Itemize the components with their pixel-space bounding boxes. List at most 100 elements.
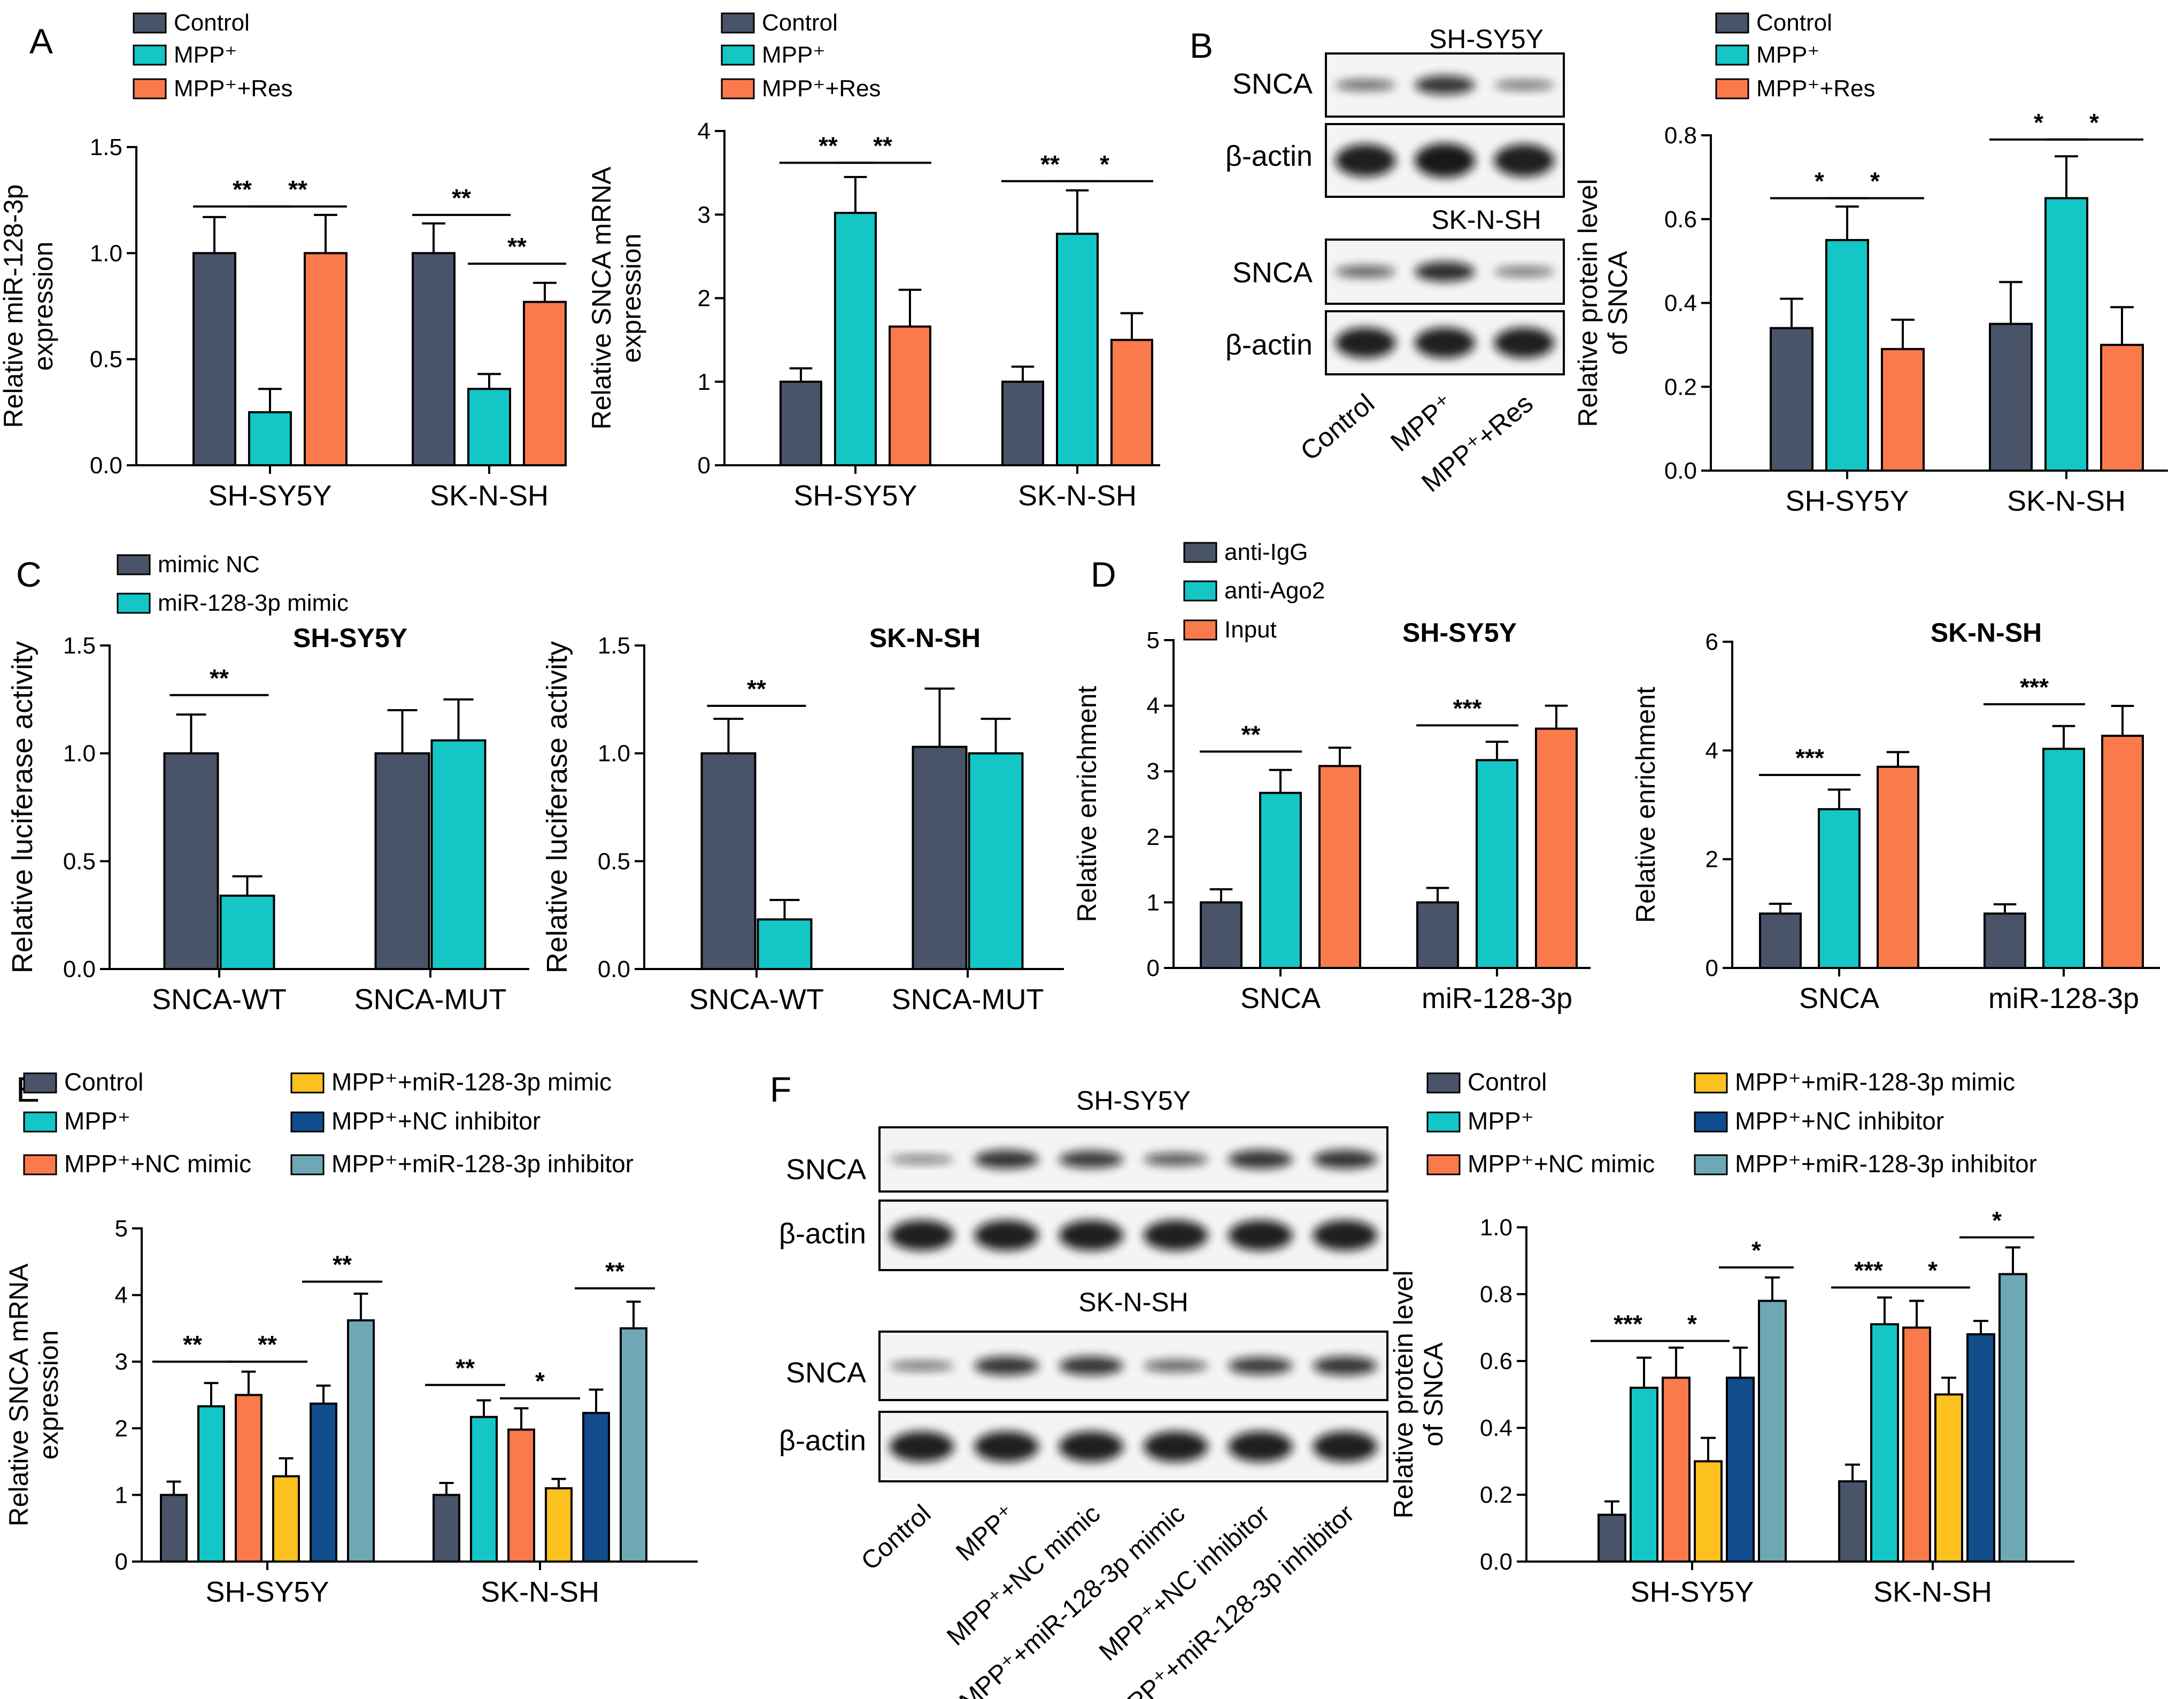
y-tick-label: 1.5 [63, 633, 96, 659]
y-tick-label: 0.6 [1480, 1348, 1512, 1374]
y-tick-label: 2 [115, 1416, 128, 1442]
y-tick-label: 1 [115, 1482, 128, 1508]
lane-label: MPP⁺ [951, 1500, 1021, 1567]
y-tick-label: 0.4 [1480, 1415, 1512, 1441]
legend-label: MPP⁺ [174, 42, 237, 68]
legend-label: MPP⁺+miR-128-3p mimic [331, 1068, 612, 1096]
legend-swatch [1715, 44, 1749, 66]
y-tick-label: 1.5 [90, 134, 122, 160]
legend-swatch [1426, 1072, 1461, 1094]
significance-label: *** [1453, 694, 1482, 722]
chart-c2: 0.0 0.5 1.0 1.5 Relative luciferase activity… [541, 623, 1064, 1016]
blot-title: SH-SY5Y [1076, 1086, 1191, 1116]
y-tick-label: 5 [115, 1216, 128, 1242]
bar [192, 252, 236, 466]
y-tick-label: 0.0 [1664, 458, 1697, 484]
blot-band [1313, 1150, 1377, 1169]
bar [700, 752, 757, 970]
legend-c1: mimic NC miR-128-3p mimic [117, 551, 349, 616]
bar [1770, 327, 1813, 472]
legend-swatch [23, 1072, 57, 1094]
significance-label: * [2034, 109, 2043, 136]
y-axis-label: Relative luciferase activity [6, 641, 38, 973]
bar [1535, 727, 1578, 969]
legend-a1: Control MPP⁺ MPP⁺+Res [133, 10, 293, 102]
bar [1001, 380, 1044, 466]
significance-label: * [535, 1367, 545, 1395]
bar [2100, 343, 2144, 472]
bar [582, 1412, 610, 1563]
bar [1056, 233, 1099, 466]
x-tick-label: SH-SY5Y [1630, 1576, 1754, 1608]
legend-label: Control [1756, 10, 1832, 36]
chart-c1: 0.0 0.5 1.0 1.5 Relative luciferase activity… [6, 623, 529, 1016]
blot-band [1415, 143, 1475, 178]
chart-d2: 0 2 4 6 Relative enrichment SK-N-SH SNCA miR-12… [1631, 618, 2160, 1014]
bar [1694, 1460, 1723, 1563]
bar [1416, 901, 1459, 970]
x-tick-label: SH-SY5Y [793, 480, 917, 512]
chart-a2: 0 1 2 3 4 Relative SNCA mRNA expression SH-SY5Y… [586, 118, 1160, 512]
blot-f-lane-labels: Control MPP⁺MPP⁺+NC mimicMPP⁺+miR-128-3p … [856, 1500, 1360, 1699]
blot-band [974, 1150, 1039, 1169]
legend-swatch [1183, 619, 1217, 641]
x-tick-label: SNCA [1240, 982, 1321, 1014]
blot-band [1059, 1220, 1123, 1251]
legend-label: MPP⁺+Res [762, 75, 881, 102]
y-tick-label: 1.0 [1480, 1214, 1512, 1241]
y-axis-label: Relative miR-128-3p [0, 184, 28, 428]
bar [412, 252, 456, 466]
legend-label: MPP⁺ [64, 1107, 130, 1135]
blot-band [1494, 144, 1555, 177]
y-axis-label: Relative protein level [1573, 179, 1603, 427]
bar [235, 1394, 263, 1563]
legend-label: MPP⁺+Res [174, 75, 293, 102]
y-axis-label: Relative enrichment [1072, 686, 1102, 922]
blot-band [1228, 1150, 1293, 1169]
significance-label: ** [747, 675, 766, 703]
significance-label: *** [1614, 1310, 1642, 1338]
x-tick-label: SNCA-WT [689, 983, 824, 1016]
blot-band [1494, 80, 1555, 90]
y-tick-label: 4 [698, 118, 711, 144]
bar [889, 325, 931, 466]
bar [272, 1475, 300, 1563]
panel-label-b: B [1190, 26, 1213, 65]
blot-row-label: SNCA [786, 1154, 866, 1186]
y-tick-label: 2 [1147, 824, 1160, 850]
x-tick-label: SNCA-MUT [354, 983, 507, 1016]
blot-band [974, 1431, 1039, 1462]
blot-band [1144, 1152, 1208, 1166]
legend-label: MPP⁺+NC mimic [64, 1150, 251, 1178]
bar [1259, 791, 1302, 969]
blot-band [890, 1220, 954, 1251]
blot-band [1144, 1431, 1208, 1462]
legend-swatch [1426, 1111, 1461, 1133]
significance-label: * [1992, 1206, 2002, 1234]
chart-a1: 0.0 0.5 1.0 1.5 Relative miR-128-3p expressio… [0, 134, 567, 512]
chart-b: 0.0 0.2 0.4 0.6 0.8 Relative protein level of … [1573, 109, 2168, 517]
y-tick-label: 0.5 [598, 848, 630, 874]
blot-band [1494, 267, 1555, 276]
blot-title: SH-SY5Y [1429, 24, 1544, 54]
legend-label: MPP⁺+NC inhibitor [331, 1107, 541, 1135]
panel-label-f: F [770, 1070, 791, 1109]
x-tick-label: SNCA-MUT [892, 983, 1044, 1016]
legend-swatch [1694, 1154, 1728, 1175]
y-axis-label: expression [28, 242, 58, 371]
blot-band [974, 1220, 1039, 1251]
bar [1877, 765, 1919, 970]
bar [1934, 1393, 1963, 1563]
legend-e: Control MPP⁺ MPP⁺+NC mimic MPP⁺+miR-128-3p … [23, 1068, 634, 1178]
bar [1881, 348, 1925, 472]
bar [347, 1319, 375, 1563]
significance-label: ** [873, 132, 892, 159]
legend-label: Control [1468, 1068, 1547, 1096]
bar [433, 1494, 460, 1563]
blot-row-label: SNCA [1232, 257, 1313, 289]
chart-f: 0.0 0.2 0.4 0.6 0.8 1.0 Relative protein level… [1388, 1206, 2074, 1608]
significance-label: * [1687, 1310, 1697, 1338]
y-tick-label: 0.2 [1480, 1482, 1512, 1508]
blot-band [1335, 266, 1396, 278]
